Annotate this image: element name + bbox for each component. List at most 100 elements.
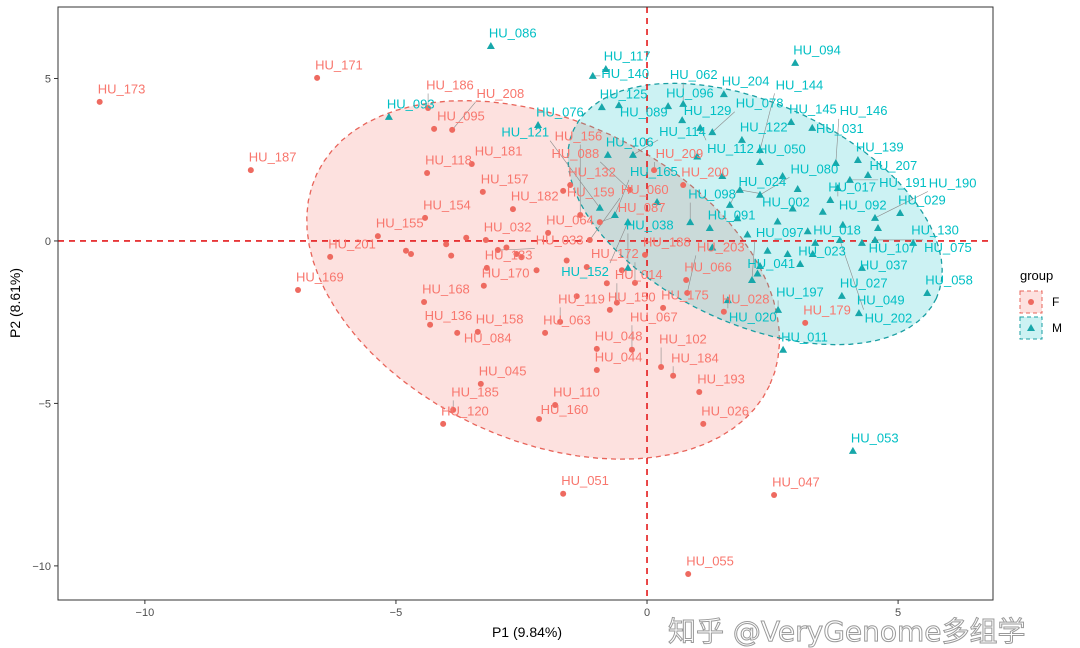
label-leader-line (751, 240, 756, 280)
point-m (664, 102, 673, 110)
point-m (725, 200, 734, 208)
point-m (783, 249, 792, 257)
point-f (295, 287, 302, 294)
point-m (870, 235, 879, 243)
point-f (626, 186, 633, 193)
point-m (534, 120, 543, 128)
point-label: HU_032 (484, 220, 532, 235)
point-f (700, 420, 707, 427)
point-f (802, 319, 809, 326)
point-m (818, 207, 827, 215)
point-label: HU_075 (924, 240, 972, 255)
point-f (660, 304, 667, 311)
y-tick-label: −5 (38, 398, 51, 410)
point-label: HU_139 (856, 140, 904, 155)
point-m (735, 185, 744, 193)
label-leader-line (614, 179, 630, 216)
point-f (402, 247, 409, 254)
point-f (477, 380, 484, 387)
point-m (808, 123, 817, 131)
point-label: HU_067 (630, 309, 678, 324)
point-m (791, 58, 800, 66)
point-label: HU_157 (481, 171, 529, 186)
point-label: HU_050 (758, 142, 806, 157)
point-m (773, 217, 782, 225)
legend-title: group (1020, 268, 1053, 283)
point-m (779, 345, 788, 353)
point-m (803, 227, 812, 235)
point-label: HU_122 (740, 119, 788, 134)
label-leader-line (759, 177, 790, 196)
point-label: HU_017 (828, 180, 876, 195)
point-m (610, 210, 619, 218)
point-m (811, 238, 820, 246)
point-m (838, 220, 847, 228)
point-label: HU_156 (555, 129, 603, 144)
point-m (696, 123, 705, 131)
point-label: HU_208 (477, 86, 525, 101)
point-f (684, 289, 691, 296)
point-f (513, 250, 520, 257)
point-label: HU_084 (464, 330, 512, 345)
point-f (463, 234, 470, 241)
point-label: HU_028 (722, 291, 770, 306)
point-label: HU_049 (857, 293, 905, 308)
point-label: HU_011 (781, 329, 828, 344)
label-leader-line (686, 255, 697, 294)
x-axis-title: P1 (9.84%) (492, 624, 562, 640)
point-m (793, 184, 802, 192)
point-label: HU_044 (595, 349, 643, 364)
point-f (327, 253, 334, 260)
point-m (693, 152, 702, 160)
point-m (909, 238, 918, 246)
point-label: HU_168 (422, 282, 470, 297)
point-label: HU_029 (898, 193, 946, 208)
point-m (597, 103, 606, 111)
point-m (686, 218, 695, 226)
point-label: HU_183 (485, 247, 533, 262)
point-label: HU_130 (911, 222, 959, 237)
point-label: HU_095 (437, 108, 485, 123)
point-f (454, 329, 461, 336)
point-f (427, 321, 434, 328)
point-f (443, 241, 450, 248)
y-axis-title: P2 (8.61%) (7, 268, 23, 338)
point-m (756, 157, 765, 165)
point-f (247, 167, 254, 174)
point-m (796, 260, 805, 268)
label-leader-line (497, 248, 535, 251)
point-label: HU_132 (568, 165, 616, 180)
point-m (923, 288, 932, 296)
point-m (896, 209, 905, 217)
legend-triangle-icon (1027, 324, 1035, 331)
point-m (788, 204, 797, 212)
point-m (845, 175, 854, 183)
point-label: HU_186 (426, 78, 474, 93)
point-m (595, 203, 604, 211)
label-leader-line (451, 102, 476, 131)
legend-label-m: M (1052, 321, 1062, 335)
point-f (642, 251, 649, 258)
point-label: HU_093 (387, 96, 435, 111)
point-label: HU_002 (762, 195, 810, 210)
point-label: HU_063 (543, 312, 591, 327)
point-m (623, 263, 632, 271)
point-label: HU_033 (536, 233, 584, 248)
point-f (628, 346, 635, 353)
point-f (771, 492, 778, 499)
point-m (678, 116, 687, 124)
point-f (670, 372, 677, 379)
point-label: HU_088 (552, 146, 600, 161)
point-m (833, 183, 842, 191)
point-f (606, 306, 613, 313)
point-label: HU_117 (604, 49, 651, 64)
point-label: HU_055 (686, 554, 734, 569)
point-m (778, 171, 787, 179)
point-label: HU_051 (561, 473, 609, 488)
point-label: HU_204 (722, 74, 770, 89)
point-m (831, 158, 840, 166)
point-f (448, 252, 455, 259)
point-label: HU_121 (501, 125, 549, 140)
point-m (614, 101, 623, 109)
